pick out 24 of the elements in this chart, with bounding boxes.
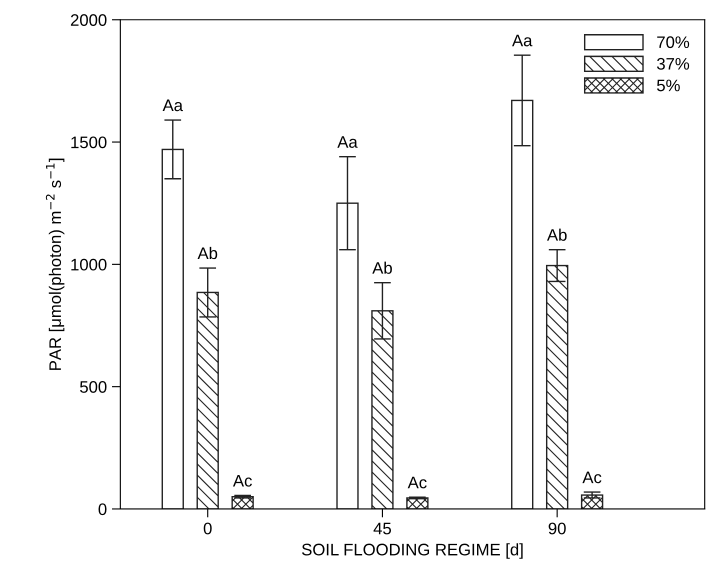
annotation: Ab [198, 246, 218, 260]
y-tick-label: 0 [98, 503, 107, 516]
x-tick-label: 90 [548, 522, 566, 534]
annotation: Aa [337, 136, 358, 148]
annotation: Ac [582, 472, 602, 484]
y-tick-label: 1000 [71, 258, 107, 271]
x-tick-label: 45 [374, 522, 392, 534]
y-tick-label: 1500 [71, 136, 107, 148]
bar [580, 494, 604, 509]
annotation: Aa [512, 34, 532, 46]
legend-label: 5% [657, 80, 680, 92]
legend-label: 70% [657, 36, 690, 48]
y-tick-label: 2000 [70, 14, 107, 26]
bar [231, 496, 254, 509]
legend-label: 37% [656, 58, 690, 70]
annotation: Ac [408, 476, 427, 488]
x-tick-label: 0 [204, 522, 212, 534]
annotation: Ab [547, 228, 567, 241]
annotation: Ac [232, 475, 252, 487]
annotation: Aa [162, 100, 183, 112]
annotation: Ab [372, 262, 392, 274]
y-axis-title: PAR [μmol(photon) m$^{−2}$ s$^{−1}$] [46, 158, 64, 370]
y-tick-label: 500 [80, 381, 107, 393]
x-axis-title: SOIL FLOODING REGIME [d] [302, 543, 523, 559]
